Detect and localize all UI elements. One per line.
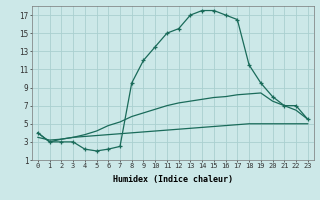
- X-axis label: Humidex (Indice chaleur): Humidex (Indice chaleur): [113, 175, 233, 184]
